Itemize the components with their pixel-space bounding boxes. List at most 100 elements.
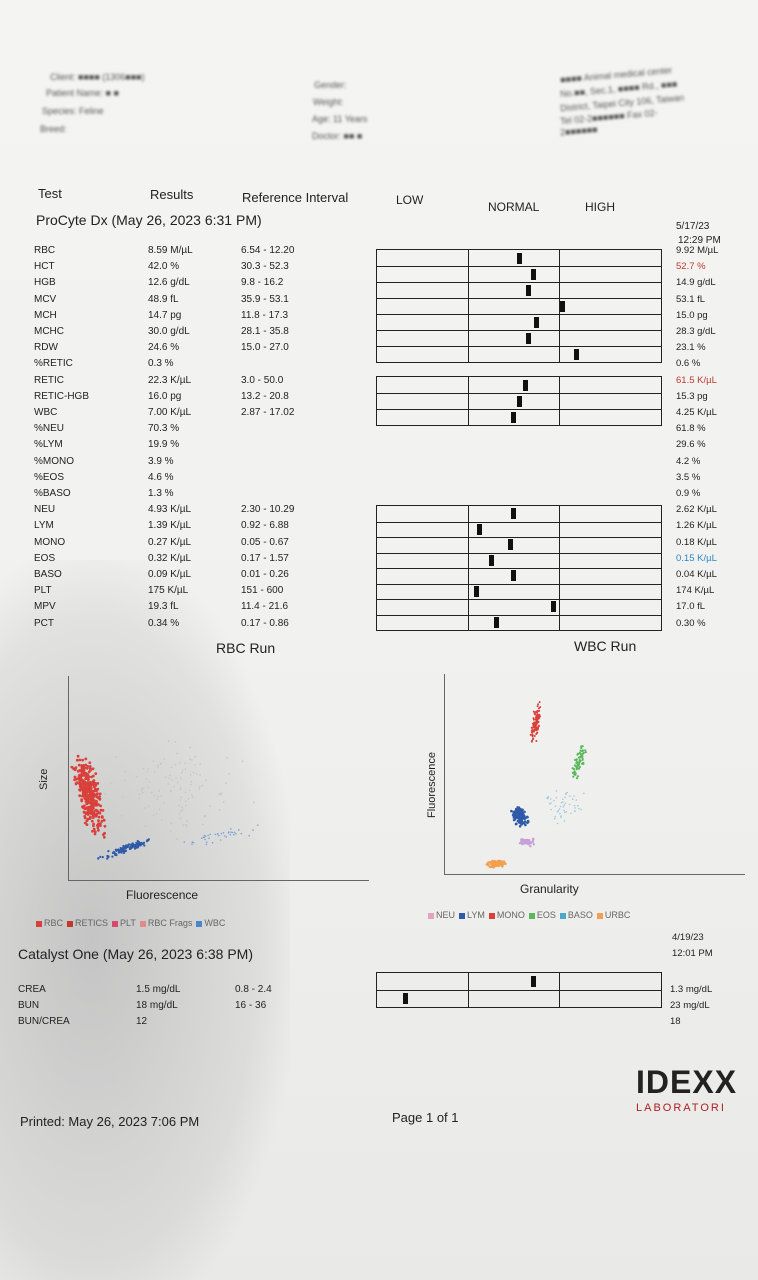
scatter-point [578,765,581,769]
test-name: BUN [18,1000,40,1011]
scatter-point [168,777,170,780]
bar-group-wbc [376,505,662,631]
scatter-point [174,763,177,766]
scatter-point [152,814,155,817]
legend-swatch [139,920,146,927]
scatter-point [223,835,226,837]
scatter-point [202,836,205,838]
scatter-point [501,860,504,863]
result-marker [525,332,531,344]
test-result: 0.09 K/µL [148,569,192,580]
scatter-point [578,807,580,810]
scatter-point [183,841,186,843]
table-row: MPV 19.3 fL 11.4 - 21.6 17.0 fL [0,601,758,617]
scatter-point [493,859,496,863]
table-row: %RETIC 0.3 % 0.6 % [0,358,758,374]
previous-result: 1.26 K/µL [676,520,717,532]
previous-result: 14.9 g/dL [676,277,716,289]
scatter-point [89,811,93,815]
scatter-point [153,770,156,773]
scatter-point [225,782,227,784]
scatter-point [78,775,82,778]
scatter-point [142,767,145,770]
test-result: 42.0 % [148,261,180,273]
scatter-point [157,764,159,767]
scatter-point [97,857,100,860]
scatter-point [581,745,584,748]
bar-row-line [377,314,661,315]
scatter-point [87,777,90,781]
scatter-point [535,740,538,742]
scatter-point [526,819,530,823]
scatter-point [84,793,88,797]
test-result: 7.00 K/µL [148,407,192,418]
scatter-point [573,804,576,807]
scatter-point [160,795,162,797]
scatter-point [158,790,161,792]
scatter-point [200,837,203,839]
scatter-point [581,757,584,760]
legend-swatch [67,920,74,927]
table-row: %BASO 1.3 % 0.9 % [0,488,758,504]
scatter-point [189,746,192,749]
scatter-point [190,780,193,783]
previous-result: 0.15 K/µL [676,552,717,564]
scatter-point [141,789,143,792]
previous-result: 23.1 % [676,342,706,354]
scatter-point [83,787,87,791]
scatter-point [180,796,182,798]
test-reference: 13.2 - 20.8 [241,390,289,402]
scatter-point [235,832,237,835]
scatter-point [101,856,104,859]
scatter-point [231,831,234,834]
scatter-point [568,803,571,806]
scatter-point [494,863,497,867]
scatter-point [117,851,120,854]
scatter-point [167,783,169,785]
table-row: %LYM 19.9 % 29.6 % [0,439,758,455]
table-row: NEU 4.93 K/µL 2.30 - 10.29 2.62 K/µL [0,504,758,520]
result-marker [477,523,483,535]
scatter-point [582,751,585,754]
scatter-point [220,794,222,796]
scatter-point [146,771,149,773]
rbc-run-title: RBC Run [216,640,276,656]
scatter-point [89,795,92,799]
scatter-point [91,805,95,808]
age-line: Age: 11 Years [312,114,368,124]
previous-result: 15.3 pg [676,390,708,402]
scatter-point [538,709,541,712]
scatter-point [179,799,182,801]
scatter-point [113,852,116,855]
test-name: MCH [34,309,57,321]
scatter-point [121,814,123,817]
scatter-point [201,784,204,787]
test-result: 19.3 fL [148,601,179,613]
scatter-point [82,804,86,808]
bar-row-line [377,990,661,991]
scatter-point [490,861,493,865]
printed-date: Printed: May 26, 2023 7:06 PM [20,1114,200,1129]
scatter-point [74,782,78,786]
scatter-point [90,775,93,779]
scatter-point [78,794,82,798]
result-marker [531,976,537,987]
result-marker [488,554,494,566]
scatter-point [539,706,542,709]
client-line: Client: ■■■■ (1306■■■) [50,72,145,82]
test-name: %RETIC [34,358,73,370]
test-name: %EOS [34,471,65,483]
scatter-point [529,842,533,845]
result-marker [525,284,531,296]
legend-label: PLT [120,918,136,928]
scatter-point [103,824,107,828]
scatter-point [93,830,97,834]
bar-row-line [377,393,661,394]
rbc-run-xlabel: Fluorescence [126,888,199,902]
scatter-point [91,781,95,785]
scatter-point [83,766,86,770]
scatter-point [127,845,130,848]
test-reference: 16 - 36 [235,1000,267,1011]
scatter-point [488,865,492,869]
scatter-point [535,720,538,723]
